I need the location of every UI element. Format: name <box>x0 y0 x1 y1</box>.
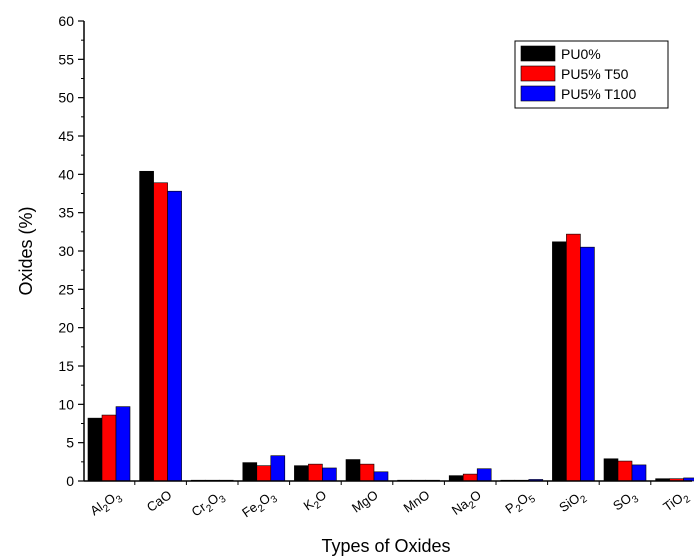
y-tick-label: 10 <box>58 396 74 412</box>
category-label-part: CaO <box>144 487 175 515</box>
bar-CaO-PU5% T50 <box>153 182 168 482</box>
bar-K2O-PU5% T50 <box>308 463 323 482</box>
bar-CaO-PU0% <box>139 170 154 482</box>
bar-Na2O-PU5% T50 <box>462 473 478 482</box>
category-label-part: 2 <box>256 502 267 514</box>
category-label-part: 5 <box>527 493 538 505</box>
category-label-part: MgO <box>349 487 381 515</box>
legend-swatch-PU5% T50 <box>520 65 556 82</box>
category-label-part: SiO <box>556 490 582 515</box>
y-tick-label: 0 <box>66 473 74 489</box>
y-tick-label: 50 <box>58 90 74 106</box>
bar-SiO2-PU5% T100 <box>580 246 595 482</box>
y-tick-label: 60 <box>58 13 74 29</box>
bar-Al2O3-PU0% <box>87 417 103 482</box>
category-label-part: 2 <box>514 502 525 514</box>
bar-SO3-PU5% T50 <box>617 460 633 482</box>
category-label-part: 2 <box>467 499 478 511</box>
bar-Na2O-PU0% <box>448 475 464 482</box>
x-category-label-SiO2: SiO2 <box>556 487 590 518</box>
bar-Fe2O3-PU5% T50 <box>256 465 272 482</box>
category-label-part: SO <box>610 490 634 513</box>
x-category-label-Al2O3: Al2O3 <box>87 487 125 522</box>
y-tick-label: 15 <box>58 358 74 374</box>
bar-Al2O3-PU5% T100 <box>115 406 131 482</box>
category-label-part: 2 <box>204 502 215 514</box>
legend-label: PU5% T100 <box>561 86 636 102</box>
x-category-label-Fe2O3: Fe2O3 <box>239 487 280 524</box>
y-tick-label: 30 <box>58 243 74 259</box>
bar-Na2O-PU5% T100 <box>476 468 492 482</box>
legend: PU0% PU5% T50 PU5% T100 <box>514 40 669 109</box>
legend-swatch-PU5% T100 <box>520 85 556 102</box>
category-label-part: TiO <box>660 490 685 514</box>
legend-swatch-PU0% <box>520 45 556 62</box>
category-label-part: MnO <box>401 487 433 515</box>
y-tick-label: 20 <box>58 320 74 336</box>
category-label-part: 2 <box>579 493 590 505</box>
x-category-label-P2O5: P2O5 <box>502 487 538 520</box>
bar-K2O-PU5% T100 <box>322 467 337 482</box>
x-axis-title: Types of Oxides <box>321 536 450 556</box>
category-label-part: 2 <box>682 493 693 505</box>
x-category-label-CaO: CaO <box>144 487 175 515</box>
y-tick-label: 25 <box>58 281 74 297</box>
category-label-part: Fe <box>239 499 260 520</box>
bar-MgO-PU5% T50 <box>359 463 375 482</box>
bar-SO3-PU0% <box>603 458 619 482</box>
x-category-label-SO3: SO3 <box>610 487 641 517</box>
bar-Fe2O3-PU0% <box>242 462 258 482</box>
legend-label: PU5% T50 <box>561 66 629 82</box>
y-tick-label: 40 <box>58 166 74 182</box>
bar-Al2O3-PU5% T50 <box>101 414 117 482</box>
bar-MgO-PU0% <box>345 459 361 482</box>
legend-label: PU0% <box>561 46 601 62</box>
x-category-label-TiO2: TiO2 <box>660 487 693 518</box>
y-tick-labels: 0 5 10 15 20 25 30 35 40 45 50 55 60 <box>58 13 74 489</box>
bars-group <box>87 170 694 482</box>
bar-K2O-PU0% <box>294 465 309 482</box>
y-tick-label: 55 <box>58 51 74 67</box>
bar-SiO2-PU0% <box>552 241 567 482</box>
axes-group <box>78 20 692 485</box>
y-axis-title: Oxides (%) <box>16 206 36 295</box>
y-tick-label: 45 <box>58 128 74 144</box>
category-label-part: 2 <box>101 502 112 514</box>
bar-CaO-PU5% T100 <box>167 190 182 482</box>
bar-SO3-PU5% T100 <box>631 464 647 482</box>
bar-MgO-PU5% T100 <box>373 471 389 482</box>
y-tick-label: 35 <box>58 205 74 221</box>
category-label-part: 3 <box>630 493 641 505</box>
x-category-label-K2O: K2O <box>301 487 332 517</box>
category-label-part: 3 <box>269 493 280 505</box>
y-tick-label: 5 <box>66 435 74 451</box>
x-category-label-MnO: MnO <box>401 487 433 515</box>
x-category-label-Na2O: Na2O <box>449 487 486 521</box>
x-category-label-Cr2O3: Cr2O3 <box>189 487 229 523</box>
category-label-part: 3 <box>217 493 228 505</box>
category-label-part: 3 <box>114 493 125 505</box>
category-label-part: 2 <box>312 499 323 511</box>
bar-SiO2-PU5% T50 <box>566 233 581 482</box>
x-category-label-MgO: MgO <box>349 487 381 515</box>
category-label-part: Na <box>449 496 472 518</box>
bar-Fe2O3-PU5% T100 <box>270 455 286 482</box>
